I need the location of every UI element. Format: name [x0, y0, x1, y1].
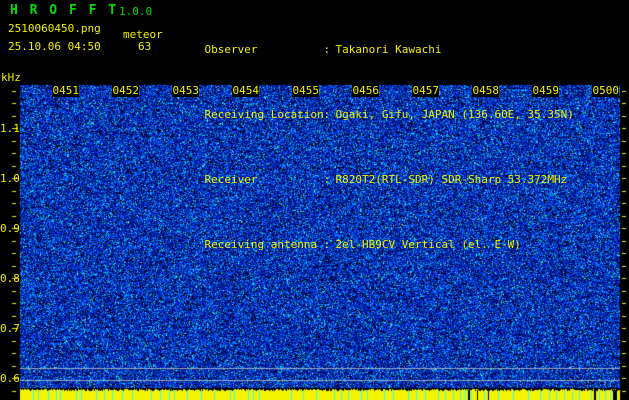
y-axis-tick-label: 0.9	[0, 222, 20, 235]
info-row-observer: Observer: Takanori Kawachi	[178, 30, 574, 69]
x-axis-time-label: 0451	[52, 84, 79, 97]
station-info: Observer: Takanori Kawachi Receiving Loca…	[178, 4, 574, 277]
info-label: Receiver	[204, 173, 258, 186]
info-separator: :	[323, 238, 331, 251]
info-label: Receiving antenna	[204, 238, 318, 251]
info-value: Takanori Kawachi	[335, 43, 442, 56]
info-separator: :	[323, 43, 331, 56]
observation-datetime: 25.10.06 04:50	[8, 40, 101, 53]
x-axis-time-label: 0459	[532, 84, 559, 97]
info-value: Ogaki, Gifu, JAPAN (136.60E, 35.35N)	[335, 108, 574, 121]
x-axis-time-label: 0455	[292, 84, 319, 97]
x-axis-time-label: 0500	[592, 84, 619, 97]
info-row-receiver: Receiver: R820T2(RTL-SDR) SDR-Sharp 53.37…	[178, 160, 574, 199]
observation-mode: meteor	[123, 28, 163, 41]
x-axis-time-label: 0453	[172, 84, 199, 97]
info-value: R820T2(RTL-SDR) SDR-Sharp 53.372MHz	[335, 173, 568, 186]
info-row-antenna: Receiving antenna:2el-HB9CV Vertical (el…	[178, 225, 574, 264]
info-row-location: Receiving Location: Ogaki, Gifu, JAPAN (1…	[178, 95, 574, 134]
y-axis-tick-label: 0.8	[0, 272, 20, 285]
app-version: 1.0.0	[119, 5, 153, 18]
info-label: Receiving Location	[204, 108, 324, 121]
y-axis-tick-label: 1.1	[0, 122, 20, 135]
output-filename: 2510060450.png	[8, 22, 101, 35]
y-axis-tick-label: 0.7	[0, 322, 20, 335]
info-label: Observer	[204, 43, 258, 56]
x-axis-time-label: 0454	[232, 84, 259, 97]
x-axis-time-label: 0456	[352, 84, 379, 97]
x-axis-time-label: 0452	[112, 84, 139, 97]
y-axis-tick-label: 1.0	[0, 172, 20, 185]
x-axis-time-label: 0458	[472, 84, 499, 97]
info-separator: :	[323, 173, 331, 186]
info-separator: :	[323, 108, 331, 121]
y-axis-unit: kHz	[1, 71, 21, 84]
echo-count: 63	[138, 40, 152, 53]
info-value: 2el-HB9CV Vertical (el. E-W)	[335, 238, 521, 251]
y-axis-tick-label: 0.6	[0, 372, 20, 385]
x-axis-time-label: 0457	[412, 84, 439, 97]
app-title: H R O F F T	[10, 3, 119, 18]
